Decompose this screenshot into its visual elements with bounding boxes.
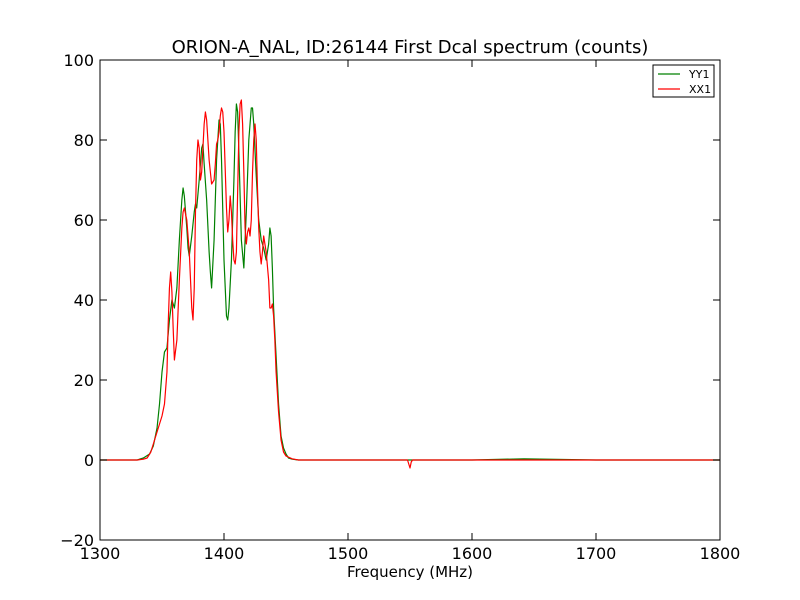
y-tick-label-5: 80 [74,131,94,150]
y-tick-label-6: 100 [63,51,94,70]
y-tick-label-1: 0 [84,451,94,470]
chart-title: ORION-A_NAL, ID:26144 First Dcal spectru… [172,37,649,58]
plot-frame [99,59,721,541]
y-tick-label-0: −20 [60,531,94,550]
x-tick-label-3: 1600 [452,544,493,563]
y-tick-label-4: 60 [74,211,94,230]
series-line-yy1 [100,103,720,461]
x-tick-label-1: 1400 [204,544,245,563]
series-line-xx1 [100,99,720,469]
x-tick-label-4: 1700 [576,544,617,563]
y-tick-label-2: 20 [74,371,94,390]
legend-label-xx1: XX1 [689,83,711,96]
legend-box [652,64,715,98]
x-axis-label: Frequency (MHz) [347,563,473,581]
legend: YY1 XX1 [652,64,715,98]
x-tick-label-5: 1800 [700,544,741,563]
series-layer [100,99,720,469]
x-tick-label-0: 1300 [80,544,121,563]
ticks-layer: 1300 1400 1500 1600 1700 1800 −20 0 20 40 60 80 100 [60,51,740,563]
x-tick-label-2: 1500 [328,544,369,563]
legend-label-yy1: YY1 [688,68,709,81]
y-tick-label-3: 40 [74,291,94,310]
